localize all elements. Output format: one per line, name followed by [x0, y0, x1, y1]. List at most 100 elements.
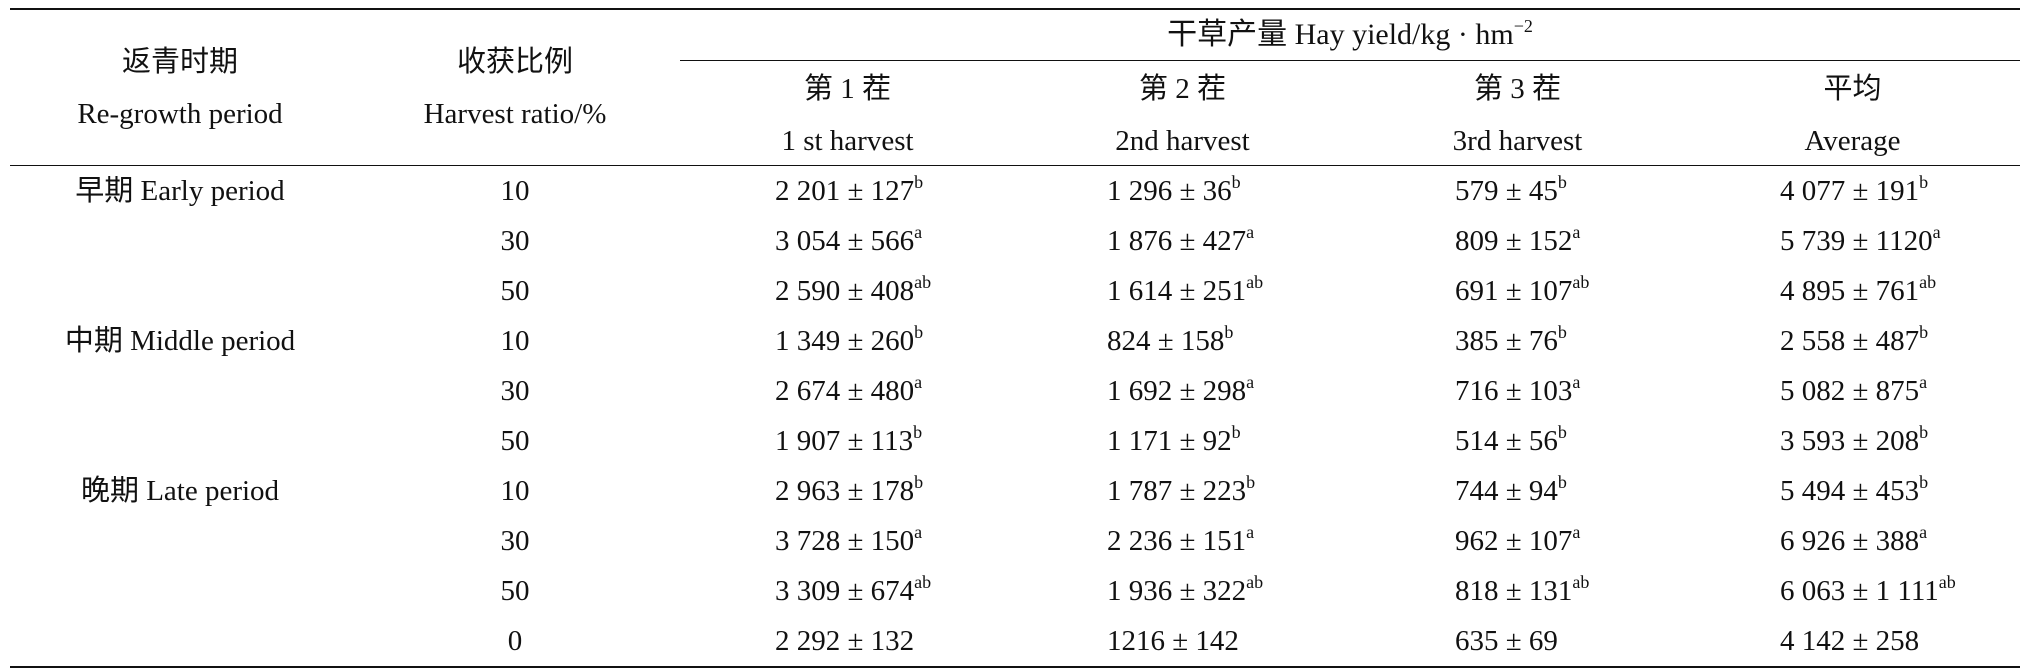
cell-value: 809 ± 152 [1455, 224, 1573, 257]
cell-yield-col-2: 1 296 ± 36b [1015, 166, 1350, 217]
header-col-2-en: 2nd harvest [1115, 124, 1250, 157]
cell-significance-letter: a [1572, 221, 1581, 242]
cell-value: 1 692 ± 298 [1107, 374, 1247, 407]
cell-value: 824 ± 158 [1107, 324, 1225, 357]
header-period-en: Re-growth period [77, 97, 283, 130]
cell-yield-col-1: 2 963 ± 178b [680, 466, 1015, 516]
row-period [10, 216, 350, 266]
cell-significance-letter: a [1246, 521, 1255, 542]
table-row: 50 2 590 ± 408ab 1 614 ± 251ab 691 ± 107ab 4… [10, 266, 2020, 316]
cell-yield-col-4: 5 082 ± 875a [1685, 366, 2020, 416]
table-row: 30 3 728 ± 150a 2 236 ± 151a 962 ± 107a 6 92… [10, 516, 2020, 566]
row-harvest-ratio: 10 [500, 174, 530, 207]
cell-significance-letter: ab [1572, 571, 1590, 592]
cell-yield-col-4: 4 077 ± 191b [1685, 166, 2020, 217]
row-harvest-ratio: 50 [500, 274, 530, 307]
cell-yield-col-4: 6 063 ± 1 111ab [1685, 566, 2020, 616]
cell-value: 2 674 ± 480 [775, 374, 915, 407]
cell-value: 1 876 ± 427 [1107, 224, 1247, 257]
cell-value: 4 142 ± 258 [1780, 624, 1920, 657]
cell-yield-col-3: 385 ± 76b [1350, 316, 1685, 366]
row-period: 晚期 Late period [80, 474, 280, 507]
header-hay-yield-title: 干草产量 Hay yield/kg · hm [1167, 18, 1514, 51]
cell-value: 579 ± 45 [1455, 174, 1558, 207]
cell-value: 4 895 ± 761 [1780, 274, 1920, 307]
cell-value: 5 739 ± 1120 [1780, 224, 1933, 257]
row-period [10, 516, 350, 566]
cell-value: 385 ± 76 [1455, 324, 1558, 357]
cell-significance-letter: b [1557, 421, 1567, 442]
cell-value: 6 926 ± 388 [1780, 524, 1920, 557]
cell-yield-col-3: 818 ± 131ab [1350, 566, 1685, 616]
cell-yield-col-3: 962 ± 107a [1350, 516, 1685, 566]
table-row: 中期 Middle period 10 1 349 ± 260 b 824 ± 158b… [10, 316, 2020, 366]
cell-yield-col-1: 2 292 ± 132 [680, 616, 1015, 667]
header-col-3-en: 3rd harvest [1452, 124, 1583, 157]
cell-value: 1 296 ± 36 [1107, 174, 1232, 207]
header-hay-yield-exponent: −2 [1513, 16, 1533, 36]
cell-yield-col-1: 2 590 ± 408ab [680, 266, 1015, 316]
cell-significance-letter: a [1919, 371, 1928, 392]
cell-significance-letter: b [914, 171, 924, 192]
header-ratio-en: Harvest ratio/% [423, 97, 607, 130]
cell-significance-letter: b [1919, 321, 1929, 342]
cell-yield-col-2: 1 171 ± 92b [1015, 416, 1350, 466]
cell-significance-letter: b [1557, 471, 1567, 492]
cell-significance-letter: b [913, 421, 923, 442]
row-harvest-ratio: 0 [507, 624, 523, 657]
header-col-1-cn: 第 1 茬 [803, 72, 891, 105]
cell-value: 2 236 ± 151 [1107, 524, 1247, 557]
cell-yield-col-4: 2 558 ± 487b [1685, 316, 2020, 366]
table-row: 0 2 292 ± 132 1216 ± 142 635 ± 69 4 142 ± 25… [10, 616, 2020, 667]
cell-significance-letter: b [1246, 471, 1256, 492]
cell-significance-letter: a [1246, 371, 1255, 392]
cell-value: 3 593 ± 208 [1780, 424, 1920, 457]
row-period: 中期 Middle period [64, 324, 296, 357]
cell-significance-letter: b [1919, 471, 1929, 492]
cell-yield-col-3: 514 ± 56b [1350, 416, 1685, 466]
cell-yield-col-1: 3 728 ± 150a [680, 516, 1015, 566]
header-col-1-en: 1 st harvest [781, 124, 914, 157]
cell-yield-col-4: 4 142 ± 258 [1685, 616, 2020, 667]
cell-significance-letter: a [1572, 371, 1581, 392]
row-period [10, 566, 350, 616]
cell-significance-letter: b [1919, 171, 1929, 192]
table-body: 早期 Early period 10 2 201 ± 127b 1 296 ± 36b… [10, 165, 2020, 667]
cell-yield-col-2: 1 787 ± 223b [1015, 466, 1350, 516]
table-row: 晚期 Late period 10 2 963 ± 178b 1 787 ± 223b… [10, 466, 2020, 516]
row-harvest-ratio: 50 [500, 574, 530, 607]
row-harvest-ratio: 10 [500, 324, 530, 357]
cell-value: 1216 ± 142 [1107, 624, 1239, 657]
cell-value: 635 ± 69 [1455, 624, 1558, 657]
cell-value: 1 349 ± 260 [775, 324, 915, 357]
cell-yield-col-3: 716 ± 103a [1350, 366, 1685, 416]
row-period [10, 366, 350, 416]
cell-yield-col-3: 744 ± 94b [1350, 466, 1685, 516]
cell-yield-col-2: 2 236 ± 151a [1015, 516, 1350, 566]
header-period-cn: 返青时期 [121, 45, 238, 78]
row-period [10, 416, 350, 466]
cell-value: 962 ± 107 [1455, 524, 1573, 557]
header-col-2-cn: 第 2 茬 [1138, 72, 1226, 105]
cell-value: 3 309 ± 674 [775, 574, 915, 607]
cell-yield-col-2: 1 936 ± 322ab [1015, 566, 1350, 616]
cell-value: 514 ± 56 [1455, 424, 1558, 457]
cell-yield-col-1: 2 201 ± 127b [680, 166, 1015, 217]
header-ratio: 收获比例 Harvest ratio/% [350, 9, 680, 166]
table-row: 早期 Early period 10 2 201 ± 127b 1 296 ± 36b… [10, 165, 2020, 217]
cell-significance-letter: a [1919, 521, 1928, 542]
cell-significance-letter: b [914, 471, 924, 492]
header-col-4-cn: 平均 [1823, 72, 1882, 105]
cell-yield-col-2: 824 ± 158b [1015, 316, 1350, 366]
cell-significance-letter: ab [914, 271, 932, 292]
header-hay-yield: 干草产量 Hay yield/kg · hm−2 [680, 9, 2020, 61]
cell-significance-letter: ab [914, 571, 932, 592]
cell-value: 1 907 ± 113 [775, 424, 914, 457]
table-row: 50 1 907 ± 113b 1 171 ± 92b 514 ± 56b 3 593 … [10, 416, 2020, 466]
row-harvest-ratio: 30 [500, 374, 530, 407]
cell-value: 3 728 ± 150 [775, 524, 915, 557]
cell-value: 5 082 ± 875 [1780, 374, 1920, 407]
cell-significance-letter: ab [1246, 271, 1264, 292]
cell-yield-col-2: 1216 ± 142 [1015, 616, 1350, 667]
